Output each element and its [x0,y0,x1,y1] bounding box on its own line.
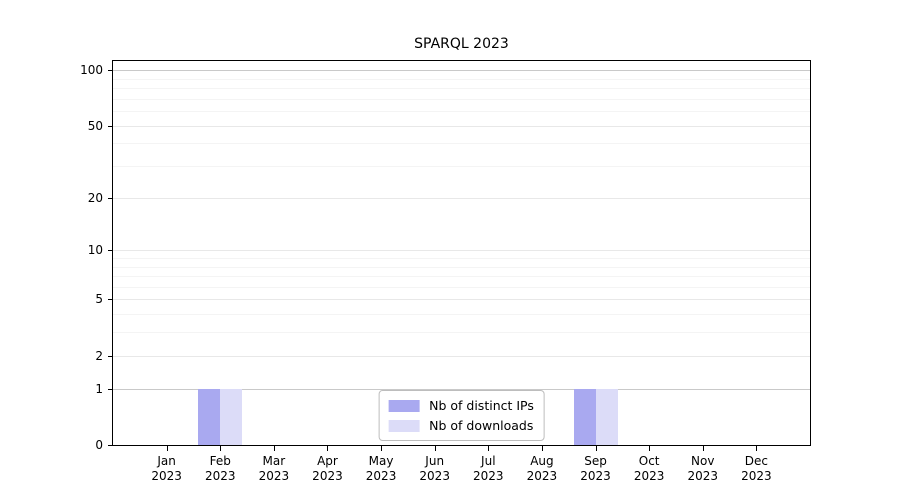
legend-item-downloads: Nb of downloads [388,418,534,433]
y-gridline-minor [113,111,810,113]
y-tick-label: 1 [95,381,103,396]
y-axis-tick [108,250,112,252]
x-axis-tick [220,446,222,451]
x-tick-label-year: 2023 [687,469,719,483]
x-tick-label-month: Oct [638,454,660,468]
x-tick-label: Apr 2023 [312,454,343,484]
x-tick-label-year: 2023 [204,469,236,483]
x-axis-tick [541,446,543,451]
x-tick-label-month: Apr [317,454,338,468]
x-tick-label: Jun 2023 [419,454,450,484]
legend: Nb of distinct IPs Nb of downloads [378,390,545,441]
bar-downloads [220,388,243,445]
legend-swatch-downloads [388,419,420,432]
y-gridline [113,250,810,252]
bar-distinct-ips [573,388,596,445]
y-tick-label: 10 [87,243,103,258]
y-gridline-minor [113,257,810,259]
y-gridline [113,125,810,127]
x-axis-tick [327,446,329,451]
x-axis-tick [702,446,704,451]
plot-area: 0 1 2 5 10 20 50 100 Jan 2023 Feb 2023 Mar 2023 Apr 202… [80,60,811,483]
x-tick-label-year: 2023 [741,469,772,483]
x-tick-label: Aug 2023 [527,454,558,484]
x-axis-tick [381,446,383,451]
y-gridline-minor [113,88,810,90]
bar-distinct-ips [198,388,221,445]
x-tick-label: Feb 2023 [205,454,236,484]
y-gridline-minor [113,266,810,268]
x-tick-label-month: Jul [481,454,496,468]
x-axis-tick [595,446,597,451]
x-axis-tick [434,446,436,451]
x-tick-label: Dec 2023 [741,454,772,484]
y-gridline [113,388,810,390]
x-axis-tick [273,446,275,451]
x-tick-label: Nov 2023 [687,454,718,484]
x-tick-label: May 2023 [366,454,397,484]
y-gridline-minor [113,98,810,100]
x-tick-label-month: May [368,454,394,468]
x-tick-label-year: 2023 [419,469,450,483]
x-tick-label-year: 2023 [365,469,397,483]
y-axis-tick [108,125,112,127]
y-axis-tick [108,388,112,390]
x-tick-label-year: 2023 [473,469,504,483]
x-tick-label: Jul 2023 [473,454,504,484]
x-tick-label-month: Aug [530,454,554,468]
y-axis-tick [108,355,112,357]
chart-title: SPARQL 2023 [414,36,509,52]
y-gridline [113,197,810,199]
y-gridline-minor [113,78,810,80]
y-tick-label: 100 [80,63,103,78]
x-tick-label: Oct 2023 [634,454,665,484]
y-gridline-minor [113,332,810,334]
y-tick-label: 5 [95,292,103,307]
legend-swatch-distinct-ips [388,399,420,412]
x-tick-label: Sep 2023 [580,454,611,484]
legend-label-downloads: Nb of downloads [429,418,534,433]
y-gridline-minor [113,286,810,288]
y-tick-label: 50 [87,118,103,133]
x-tick-label-month: Jun [425,454,445,468]
x-tick-label-year: 2023 [580,469,611,483]
x-tick-label-year: 2023 [633,469,665,483]
x-tick-label-year: 2023 [312,469,343,483]
x-tick-label-year: 2023 [258,469,290,483]
bar-downloads [595,388,618,445]
y-gridline [113,355,810,357]
x-tick-label-month: Nov [691,454,715,468]
y-gridline-minor [113,314,810,316]
y-gridline-minor [113,276,810,278]
y-axis-tick [108,70,112,72]
x-tick-label-month: Feb [209,454,231,468]
x-tick-label-month: Sep [584,454,607,468]
x-axis-tick [649,446,651,451]
x-tick-label: Jan 2023 [151,454,182,484]
x-tick-label-month: Mar [262,454,286,468]
x-tick-label-year: 2023 [151,469,182,483]
y-gridline-minor [113,166,810,168]
x-tick-label-month: Jan [157,454,176,468]
y-axis-tick [108,445,112,446]
y-tick-label: 2 [95,348,103,363]
y-axis-tick [108,197,112,199]
y-axis-tick [108,299,112,301]
legend-item-distinct-ips: Nb of distinct IPs [388,398,534,413]
x-axis-tick [166,446,168,451]
x-axis-tick [488,446,490,451]
x-tick-label-month: Dec [744,454,768,468]
y-gridline [113,299,810,301]
y-tick-label: 20 [87,190,103,205]
y-gridline-minor [113,143,810,145]
x-tick-label-year: 2023 [526,469,558,483]
y-tick-label: 0 [95,438,103,452]
legend-label-distinct-ips: Nb of distinct IPs [429,398,534,413]
x-tick-label: Mar 2023 [259,454,290,484]
y-gridline [113,70,810,72]
x-axis-tick [756,446,758,451]
